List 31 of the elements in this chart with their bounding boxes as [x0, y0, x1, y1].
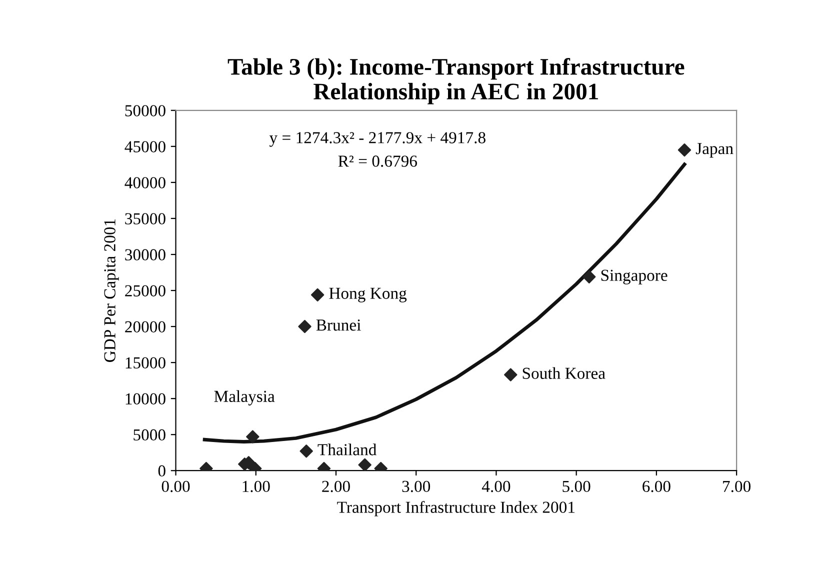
- y-tick-label: 30000: [125, 249, 166, 260]
- annotation: Japan: [696, 143, 734, 158]
- annotation: Hong Kong: [329, 288, 407, 302]
- chart-title: Table 3 (b): Income-Transport Infrastructure Relationship in AEC in 2001: [228, 58, 684, 104]
- x-tick-label: 5.00: [562, 480, 590, 492]
- annotation: Brunei: [316, 319, 361, 331]
- y-tick-label: 5000: [134, 429, 166, 441]
- y-tick-label: 50000: [125, 105, 166, 116]
- annotation: Malaysia: [214, 390, 275, 406]
- y-tick-label: 40000: [124, 177, 166, 188]
- y-tick-label: 10000: [126, 393, 166, 405]
- x-tick-label: 2.00: [322, 480, 350, 492]
- x-tick-label: 0.00: [162, 480, 190, 492]
- y-tick-label: 0: [158, 465, 166, 477]
- x-axis-title: Transport Infrastructure Index 2001: [337, 501, 575, 516]
- x-tick-label: 3.00: [402, 480, 430, 492]
- x-tick-label: 1.00: [242, 480, 270, 492]
- annotation: South Korea: [522, 367, 606, 379]
- y-tick-label: 15000: [126, 357, 166, 368]
- x-tick-label: 6.00: [642, 480, 670, 492]
- annotation: Thailand: [318, 444, 376, 456]
- annotation: Singapore: [601, 270, 668, 284]
- y-tick-label: 45000: [124, 141, 166, 152]
- y-tick-label: 20000: [125, 321, 166, 332]
- x-tick-label: 4.00: [482, 480, 510, 492]
- annotation: R² = 0.6796: [338, 156, 417, 167]
- x-tick-label: 7.00: [723, 480, 751, 492]
- annotation: y = 1274.3x² - 2177.9x + 4917.8: [269, 132, 486, 147]
- y-tick-label: 35000: [125, 213, 166, 224]
- y-axis-title: GDP Per Capita 2001: [104, 219, 119, 362]
- y-tick-label: 25000: [125, 285, 166, 296]
